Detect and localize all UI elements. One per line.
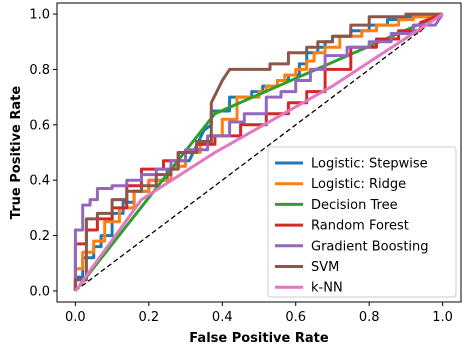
y-tick-label: 0.6 <box>29 118 50 133</box>
legend-label: k-NN <box>311 281 343 296</box>
legend-label: Gradient Boosting <box>311 239 429 254</box>
legend-label: Random Forest <box>311 219 409 234</box>
y-tick-label: 0.2 <box>29 229 50 244</box>
plot-frame <box>56 2 462 303</box>
y-tick-label: 0.4 <box>29 174 50 189</box>
legend-label: Logistic: Ridge <box>311 177 406 192</box>
legend: Logistic: Stepwise Logistic: Ridge Decisio… <box>267 146 457 298</box>
reference-diagonal-line <box>74 13 444 292</box>
series-line-k-nn <box>74 12 444 292</box>
legend-label: SVM <box>311 260 339 275</box>
x-tick-label: 0.6 <box>285 310 306 325</box>
legend-label: Logistic: Stepwise <box>311 157 428 172</box>
y-tick-label: 1.0 <box>29 8 50 23</box>
legend-box <box>267 146 457 298</box>
x-tick-label: 0.4 <box>212 310 233 325</box>
ticks-layer: 0.0 0.2 0.4 0.6 0.8 1.0 0.0 0.2 0.4 0.6 0.8 1.0 <box>29 8 453 325</box>
series-layer <box>73 12 444 292</box>
series-line-svm <box>73 12 443 291</box>
y-axis-label: True Positive Rate <box>9 86 24 220</box>
y-tick-label: 0.8 <box>29 63 50 78</box>
x-tick-label: 0.8 <box>359 310 380 325</box>
x-tick-label: 0.0 <box>65 310 86 325</box>
x-axis-label: False Positive Rate <box>189 331 329 346</box>
legend-label: Decision Tree <box>311 198 398 213</box>
x-tick-label: 0.2 <box>138 310 159 325</box>
x-tick-label: 1.0 <box>432 310 453 325</box>
y-tick-label: 0.0 <box>29 284 50 299</box>
series-line-gradient-boosting <box>73 13 444 291</box>
